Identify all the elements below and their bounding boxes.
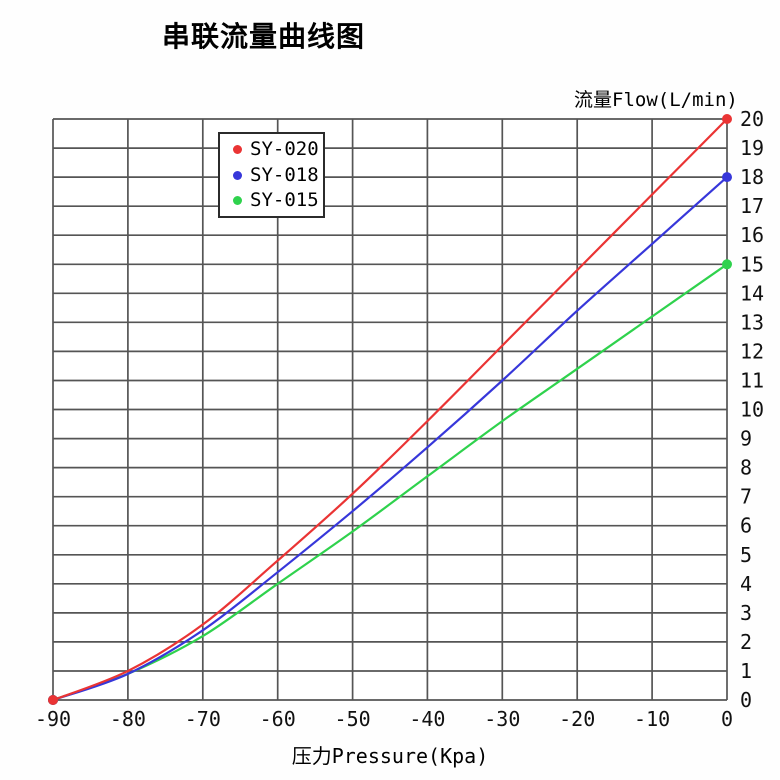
- x-tick-label: -70: [185, 707, 221, 731]
- x-axis-title: 压力Pressure(Kpa): [291, 744, 489, 768]
- x-tick-label: 0: [721, 707, 733, 731]
- y-tick-label: 1: [740, 659, 752, 683]
- legend-dot-icon: [233, 170, 242, 180]
- y-tick-label: 14: [740, 281, 764, 305]
- y-tick-label: 2: [740, 630, 752, 654]
- y-tick-label: 3: [740, 601, 752, 625]
- x-tick-label: -20: [559, 707, 595, 731]
- series-line-sy-015: [51, 263, 729, 702]
- series-end-marker-sy-015: [722, 259, 732, 270]
- series-line-sy-020: [51, 117, 729, 702]
- legend-label: SY-020: [250, 138, 319, 161]
- y-tick-label: 13: [740, 310, 764, 334]
- y-axis-title: 流量Flow(L/min): [574, 89, 738, 111]
- y-tick-label: 5: [740, 543, 752, 567]
- series-line-sy-018: [51, 176, 729, 702]
- chart-title: 串联流量曲线图: [162, 21, 366, 52]
- y-tick-label: 7: [740, 485, 752, 509]
- y-tick-label: 11: [740, 369, 764, 393]
- x-tick-label: -80: [110, 707, 146, 731]
- legend: SY-020 SY-018 SY-015: [218, 132, 325, 218]
- legend-label: SY-015: [250, 188, 319, 211]
- legend-dot-icon: [233, 195, 242, 205]
- y-tick-label: 12: [740, 339, 764, 363]
- x-tick-label: -40: [409, 707, 445, 731]
- y-tick-label: 0: [740, 688, 752, 712]
- y-tick-label: 6: [740, 514, 752, 538]
- legend-dot-icon: [233, 145, 242, 155]
- y-tick-label: 18: [740, 165, 764, 189]
- series-end-marker-sy-018: [722, 172, 732, 183]
- y-tick-label: 15: [740, 252, 764, 276]
- y-tick-label: 16: [740, 223, 764, 247]
- x-tick-label: -60: [260, 707, 296, 731]
- y-tick-label: 20: [740, 107, 764, 131]
- x-tick-label: -90: [35, 707, 71, 731]
- series-start-marker-sy-020: [48, 695, 58, 705]
- x-tick-label: -30: [484, 707, 520, 731]
- y-tick-label: 17: [740, 194, 764, 218]
- legend-label: SY-018: [250, 163, 319, 186]
- y-tick-label: 10: [740, 398, 764, 422]
- y-tick-label: 8: [740, 456, 752, 480]
- x-tick-label: -10: [634, 707, 670, 731]
- y-tick-label: 4: [740, 572, 752, 596]
- legend-item: SY-020: [233, 140, 323, 159]
- legend-item: SY-015: [233, 188, 323, 211]
- y-tick-label: 19: [740, 136, 764, 160]
- legend-item: SY-018: [233, 163, 323, 186]
- series-end-marker-sy-020: [722, 114, 732, 124]
- y-tick-label: 9: [740, 427, 752, 451]
- x-tick-label: -50: [335, 707, 371, 731]
